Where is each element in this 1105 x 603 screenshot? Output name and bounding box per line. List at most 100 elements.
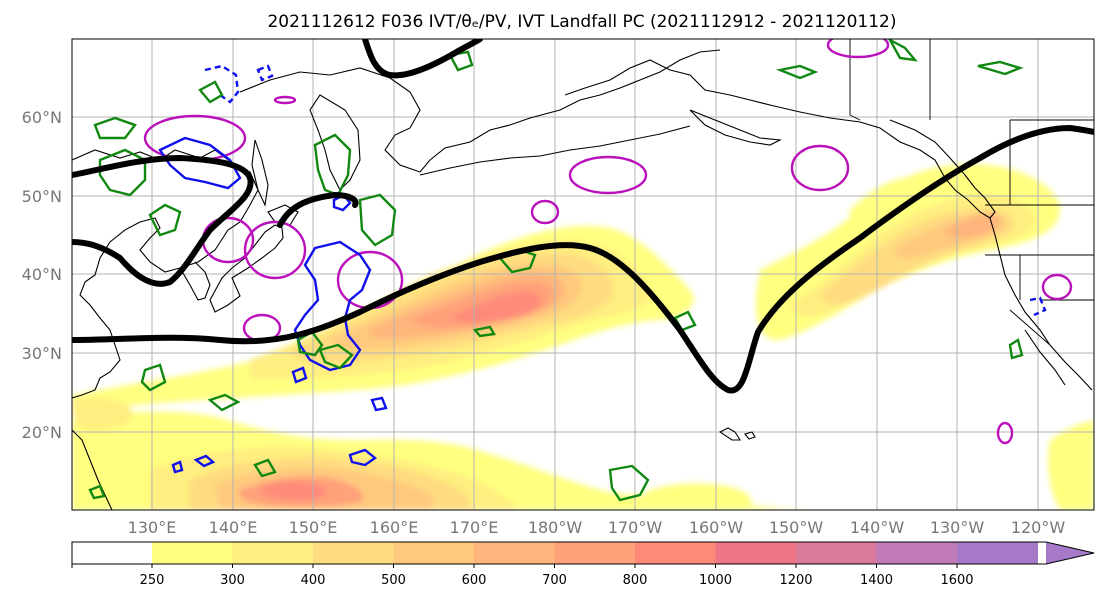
lon-label: 160°W [689, 518, 744, 537]
pv-positive-contour [207, 393, 241, 412]
lon-label: 150°E [289, 518, 338, 537]
pv-positive-contour [1008, 338, 1024, 360]
colorbar-segment [876, 542, 958, 564]
lon-label: 120°W [1011, 518, 1066, 537]
jet-contours [72, 39, 1094, 394]
colorbar-segment [232, 542, 314, 564]
colorbar-segment [796, 542, 877, 564]
ivt-level-600 [945, 214, 1001, 239]
pv-negative-contour [158, 136, 242, 190]
pv-positive-contour [98, 148, 147, 197]
coastline-alaska-peninsula [689, 109, 782, 146]
coastline-philippines [72, 429, 113, 510]
colorbar-segment [635, 542, 716, 564]
theta-e-contour [790, 144, 850, 192]
colorbar-segment [393, 542, 475, 564]
pv-positive-contour [88, 484, 106, 500]
colorbar-tick-label: 400 [301, 573, 326, 588]
ivt-level-250 [1048, 420, 1094, 510]
coastline-korea [179, 261, 211, 301]
lat-label: 30°N [22, 344, 62, 363]
lon-label: 150°W [769, 518, 824, 537]
pv-positive-contour [140, 363, 167, 392]
pv-negative-contour [293, 240, 372, 372]
pv-negative-contour [348, 448, 378, 467]
theta-e-contour [996, 421, 1014, 445]
pv-positive-contour [198, 80, 224, 104]
lon-label: 130°W [930, 518, 985, 537]
lat-label: 20°N [22, 423, 62, 442]
coastline-aleutians [419, 125, 691, 176]
pv-negative-contour [256, 64, 274, 82]
pv-negative-contour [1029, 296, 1047, 317]
pv-positive-contour [888, 39, 918, 62]
colorbar-segment [957, 542, 1038, 564]
colorbar-tick-label: 500 [381, 573, 406, 588]
colorbar-segment [554, 542, 636, 564]
ivt-level-250 [638, 483, 752, 510]
jet-contour [277, 192, 359, 228]
coastline-baja [1024, 329, 1066, 386]
figure-title: 2021112612 F036 IVT/θₑ/PV, IVT Landfall … [267, 12, 896, 32]
ivt-level-300 [72, 397, 133, 430]
pv-positive-contour [148, 203, 182, 237]
pv-positive-contour [977, 60, 1024, 76]
pv-negative-contour [291, 366, 308, 384]
longitude-labels: 130°E 140°E 150°E 160°E 170°E 180°W 170°… [128, 518, 1066, 537]
colorbar-tick-label: 800 [623, 573, 648, 588]
pv-positive-contour [608, 464, 650, 502]
colorbar-extend-arrow [1046, 542, 1094, 564]
lat-label: 50°N [22, 187, 62, 206]
lon-label: 140°E [209, 518, 258, 537]
lon-label: 130°E [128, 518, 177, 537]
colorbar-tick-label: 1400 [860, 573, 893, 588]
ivt-shading [72, 164, 1094, 510]
colorbar-tick-label: 250 [140, 573, 165, 588]
colorbar-outline [71, 541, 1095, 565]
lon-label: 180°W [528, 518, 583, 537]
pv-positive-contour [318, 343, 354, 370]
theta-e-contour [826, 39, 890, 59]
lat-label: 60°N [22, 108, 62, 127]
colorbar-segment [152, 542, 233, 564]
pv-positive-contour [448, 50, 474, 72]
coastline-japan [209, 224, 284, 313]
colorbar-segment [474, 542, 555, 564]
lon-label: 170°W [608, 518, 663, 537]
colorbar-tick-label: 600 [462, 573, 487, 588]
border-canada-provinces [929, 39, 1094, 205]
theta-e-contour [243, 220, 307, 280]
theta-e-contour [568, 155, 648, 195]
jet-contour [362, 39, 483, 79]
pv-positive-contour [253, 458, 277, 478]
map-panel: 60°N 50°N 40°N 30°N 20°N 130°E 140°E 150… [22, 38, 1095, 537]
pv-positive-contours [88, 39, 1024, 502]
pv-negative-contour [193, 454, 216, 468]
theta-e-contour [273, 95, 297, 105]
colorbar-segment [313, 542, 394, 564]
latitude-labels: 60°N 50°N 40°N 30°N 20°N [22, 108, 62, 442]
coastline-sakhalin [251, 139, 269, 207]
jet-contour [72, 155, 254, 287]
colorbar-tick-label: 300 [220, 573, 245, 588]
lon-label: 140°W [850, 518, 905, 537]
pv-positive-contour [775, 64, 819, 80]
coastline-siberia [239, 49, 721, 173]
coastline-hokkaido [267, 204, 299, 226]
border-alaska-canada [849, 39, 861, 121]
pv-negative-contours [158, 64, 1047, 474]
colorbar-tick-label: 700 [542, 573, 567, 588]
pv-positive-contour [313, 133, 352, 197]
pv-positive-contour [358, 193, 397, 247]
coastlines [72, 49, 1093, 510]
colorbar-tick-label: 1600 [940, 573, 973, 588]
colorbar-tick-label: 1200 [779, 573, 812, 588]
ivt-level-250 [849, 177, 921, 222]
coastline-hawaii [718, 427, 756, 441]
pv-positive-contour [472, 325, 496, 338]
coastline-us-west [989, 217, 1093, 391]
lon-label: 170°E [450, 518, 499, 537]
lat-label: 40°N [22, 265, 62, 284]
lon-label: 160°E [370, 518, 419, 537]
